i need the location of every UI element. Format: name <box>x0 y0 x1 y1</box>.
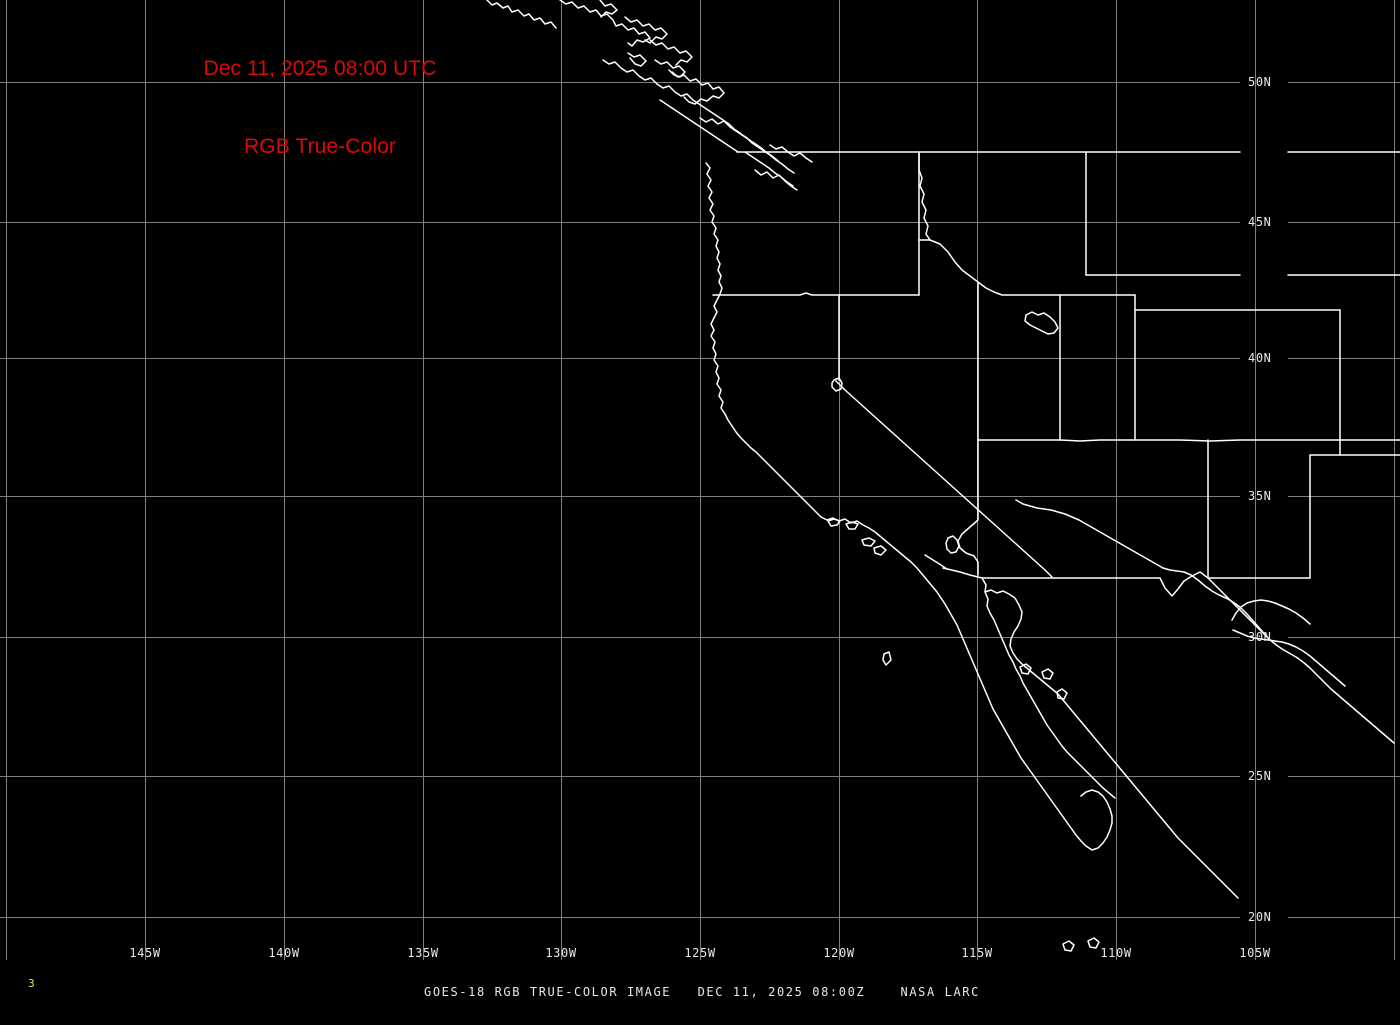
longitude-tick-label: 125W <box>684 946 716 960</box>
latitude-tick-label: 45N <box>1248 215 1272 229</box>
latitude-tick-label: 35N <box>1248 489 1272 503</box>
longitude-tick-label: 135W <box>407 946 439 960</box>
us-mexico-border <box>924 554 1269 639</box>
latitude-tick-label: 50N <box>1248 75 1272 89</box>
latitude-tick-label: 25N <box>1248 769 1272 783</box>
caption-text: GOES-18 RGB TRUE-COLOR IMAGE DEC 11, 202… <box>424 985 980 999</box>
alaska-bc-coastline <box>486 0 813 191</box>
baja-gulf-coast <box>981 499 1395 899</box>
longitude-tick-label: 130W <box>545 946 577 960</box>
longitude-tick-label: 140W <box>268 946 300 960</box>
great-salt-lake <box>1024 311 1059 335</box>
longitude-tick-label: 115W <box>961 946 993 960</box>
footer-caption: GOES-18 RGB TRUE-COLOR IMAGE DEC 11, 202… <box>0 986 1400 1000</box>
corner-frame-number: 3 <box>28 977 35 990</box>
graticule-grid <box>0 0 1400 960</box>
map-canvas <box>0 0 1400 960</box>
longitude-tick-label: 110W <box>1100 946 1132 960</box>
longitude-tick-label: 105W <box>1239 946 1271 960</box>
washington-oregon-california-coastline <box>705 162 1113 851</box>
satellite-image-viewer: Dec 11, 2025 08:00 UTC RGB True-Color 14… <box>0 0 1400 1000</box>
geography-overlay <box>486 0 1400 952</box>
latitude-tick-label: 40N <box>1248 351 1272 365</box>
latitude-tick-label: 30N <box>1248 630 1272 644</box>
state-borders-west <box>712 151 1400 579</box>
salton-sea <box>945 535 960 554</box>
longitude-tick-label: 145W <box>129 946 161 960</box>
channel-islands <box>827 518 892 666</box>
gulf-islands <box>1019 663 1100 952</box>
latitude-tick-label: 20N <box>1248 910 1272 924</box>
longitude-tick-label: 120W <box>823 946 855 960</box>
